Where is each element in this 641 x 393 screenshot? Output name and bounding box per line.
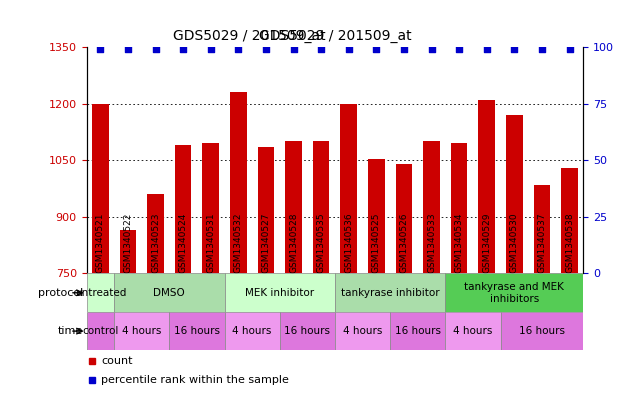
Point	[344, 46, 354, 53]
Text: DMSO: DMSO	[153, 288, 185, 298]
Bar	[451, 143, 467, 273]
Text: GSM1340527: GSM1340527	[262, 213, 271, 273]
Text: 4 hours: 4 hours	[453, 326, 492, 336]
Text: GSM1340522: GSM1340522	[124, 213, 133, 273]
Point	[564, 46, 574, 53]
Text: GSM1340531: GSM1340531	[206, 213, 215, 273]
Text: GDS5029 / 201509_at: GDS5029 / 201509_at	[173, 29, 326, 43]
Text: GSM1340534: GSM1340534	[454, 213, 463, 273]
Text: 16 hours: 16 hours	[285, 326, 330, 336]
Text: 4 hours: 4 hours	[233, 326, 272, 336]
FancyBboxPatch shape	[87, 273, 114, 312]
Text: 16 hours: 16 hours	[519, 326, 565, 336]
Point	[426, 46, 437, 53]
Point	[288, 46, 299, 53]
Bar	[313, 141, 329, 273]
Text: GSM1340537: GSM1340537	[537, 213, 546, 273]
FancyBboxPatch shape	[501, 312, 583, 350]
FancyBboxPatch shape	[279, 312, 335, 350]
Text: GSM1340524: GSM1340524	[179, 213, 188, 273]
Text: GSM1340523: GSM1340523	[151, 213, 160, 273]
Bar	[368, 160, 385, 273]
FancyBboxPatch shape	[224, 273, 335, 312]
Point	[261, 46, 271, 53]
Point	[233, 46, 244, 53]
Point	[178, 46, 188, 53]
Text: percentile rank within the sample: percentile rank within the sample	[101, 375, 289, 386]
Bar	[147, 194, 164, 273]
Text: GSM1340521: GSM1340521	[96, 213, 105, 273]
FancyBboxPatch shape	[335, 273, 445, 312]
Point	[371, 46, 381, 53]
Text: GSM1340529: GSM1340529	[482, 213, 491, 273]
Bar	[120, 230, 137, 273]
Text: GSM1340526: GSM1340526	[399, 213, 408, 273]
FancyBboxPatch shape	[224, 312, 279, 350]
Bar	[340, 104, 357, 273]
Text: 4 hours: 4 hours	[343, 326, 382, 336]
Text: MEK inhibitor: MEK inhibitor	[245, 288, 314, 298]
Bar	[478, 100, 495, 273]
FancyBboxPatch shape	[114, 312, 169, 350]
Point	[454, 46, 464, 53]
FancyBboxPatch shape	[335, 312, 390, 350]
Bar	[258, 147, 274, 273]
Text: control: control	[82, 326, 119, 336]
Bar	[562, 168, 578, 273]
Text: GSM1340528: GSM1340528	[289, 213, 298, 273]
Point	[96, 46, 106, 53]
Text: GSM1340536: GSM1340536	[344, 213, 353, 273]
Text: protocol: protocol	[38, 288, 83, 298]
Point	[481, 46, 492, 53]
Text: GSM1340538: GSM1340538	[565, 213, 574, 273]
Text: GSM1340535: GSM1340535	[317, 213, 326, 273]
FancyBboxPatch shape	[87, 312, 114, 350]
Text: untreated: untreated	[74, 288, 126, 298]
Point	[537, 46, 547, 53]
Point	[509, 46, 519, 53]
Bar	[92, 104, 108, 273]
Text: 16 hours: 16 hours	[395, 326, 441, 336]
Point	[316, 46, 326, 53]
Point	[151, 46, 161, 53]
Text: GSM1340532: GSM1340532	[234, 213, 243, 273]
Bar	[395, 164, 412, 273]
Text: tankyrase inhibitor: tankyrase inhibitor	[341, 288, 440, 298]
Bar	[203, 143, 219, 273]
Text: 16 hours: 16 hours	[174, 326, 220, 336]
Text: time: time	[58, 326, 83, 336]
Text: GSM1340525: GSM1340525	[372, 213, 381, 273]
Bar	[506, 115, 522, 273]
Bar	[230, 92, 247, 273]
Text: count: count	[101, 356, 133, 366]
FancyBboxPatch shape	[445, 312, 501, 350]
Bar	[285, 141, 302, 273]
FancyBboxPatch shape	[114, 273, 224, 312]
Point	[206, 46, 216, 53]
FancyBboxPatch shape	[169, 312, 224, 350]
Text: tankyrase and MEK
inhibitors: tankyrase and MEK inhibitors	[464, 282, 564, 303]
Point	[399, 46, 409, 53]
FancyBboxPatch shape	[445, 273, 583, 312]
Point	[123, 46, 133, 53]
FancyBboxPatch shape	[390, 312, 445, 350]
Bar	[175, 145, 192, 273]
Bar	[423, 141, 440, 273]
Text: GSM1340533: GSM1340533	[427, 213, 436, 273]
Title: GDS5029 / 201509_at: GDS5029 / 201509_at	[258, 29, 412, 43]
Text: GSM1340530: GSM1340530	[510, 213, 519, 273]
Bar	[534, 185, 550, 273]
Text: 4 hours: 4 hours	[122, 326, 162, 336]
